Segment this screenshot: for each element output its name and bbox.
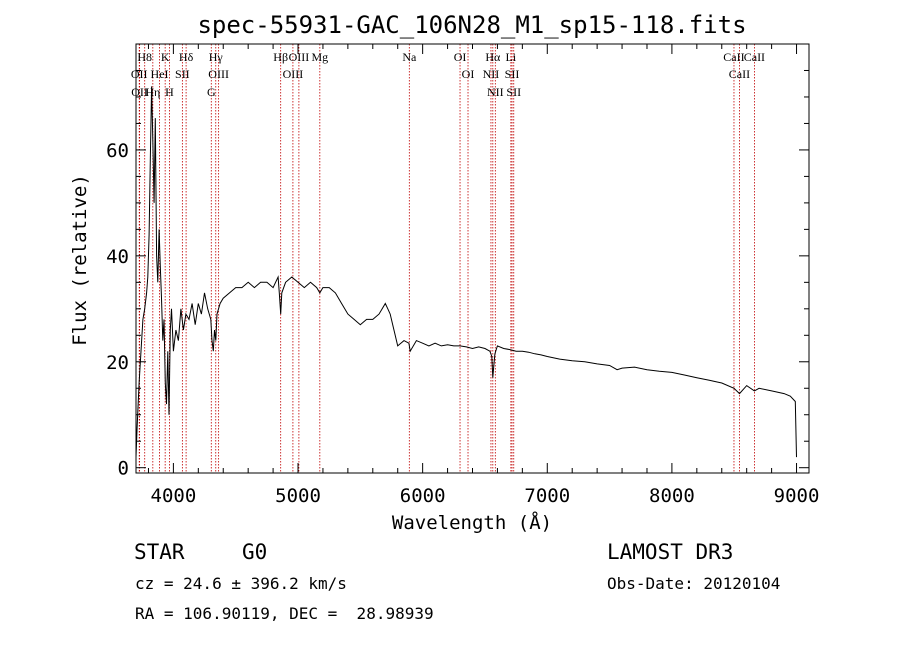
line-label-0: H8 — [137, 50, 152, 64]
line-label-19: Hα — [485, 50, 501, 64]
y-tick-label-0: 0 — [118, 458, 129, 480]
line-label-27: CaII — [744, 50, 765, 64]
line-label-15: Mg — [311, 50, 328, 64]
line-label-4: K — [161, 50, 170, 64]
y-tick-label-3: 60 — [106, 140, 129, 162]
line-label-20: NII — [483, 67, 500, 81]
flux-spectrum-line — [135, 86, 797, 458]
line-label-22: Li — [506, 50, 517, 64]
line-label-17: OI — [454, 50, 467, 64]
survey-name: LAMOST DR3 — [607, 540, 734, 564]
line-label-8: Hδ — [179, 50, 194, 64]
line-label-12: Hβ — [273, 50, 288, 64]
plot-frame — [135, 43, 810, 474]
y-axis-label: Flux (relative) — [69, 174, 91, 346]
line-label-14: OIII — [289, 50, 310, 64]
line-label-16: Na — [402, 50, 417, 64]
spectral-subclass: G0 — [242, 540, 268, 564]
x-tick-label-2: 6000 — [400, 485, 446, 507]
observation-date: Obs-Date: 20120104 — [607, 574, 781, 593]
y-tick-label-2: 40 — [106, 246, 129, 268]
line-label-18: OI — [462, 67, 475, 81]
x-tick-label-0: 4000 — [151, 485, 197, 507]
chart-title: spec-55931-GAC_106N28_M1_sp15-118.fits — [197, 11, 746, 39]
coordinates: RA = 106.90119, DEC = 28.98939 — [135, 604, 434, 623]
redshift-velocity: cz = 24.6 ± 396.2 km/s — [135, 574, 347, 593]
object-type: STAR — [134, 540, 185, 564]
axis-ticks: 4000 5000 6000 7000 8000 9000 0 20 40 60 — [106, 44, 819, 507]
line-label-2: OII — [131, 85, 148, 99]
line-label-24: SII — [506, 85, 521, 99]
line-label-6: H — [165, 85, 174, 99]
line-label-7: SII — [175, 67, 190, 81]
line-label-3: Hη — [145, 85, 160, 99]
line-label-11: G — [207, 85, 216, 99]
line-label-9: Hγ — [209, 50, 224, 64]
line-label-26: CaII — [729, 67, 750, 81]
emission-line-markers — [138, 44, 755, 473]
line-label-21: NII — [487, 85, 504, 99]
x-tick-label-3: 7000 — [524, 485, 570, 507]
x-tick-label-1: 5000 — [275, 485, 321, 507]
x-axis-label: Wavelength (Å) — [392, 511, 552, 534]
y-tick-label-1: 20 — [106, 352, 129, 374]
line-label-1: OII — [131, 67, 148, 81]
line-label-23: SII — [505, 67, 520, 81]
line-label-13: OIII — [283, 67, 304, 81]
line-label-25: CaII — [723, 50, 744, 64]
x-tick-label-5: 9000 — [774, 485, 820, 507]
line-label-5: HeI — [151, 67, 169, 81]
line-label-10: OIII — [208, 67, 229, 81]
x-tick-label-4: 8000 — [649, 485, 695, 507]
